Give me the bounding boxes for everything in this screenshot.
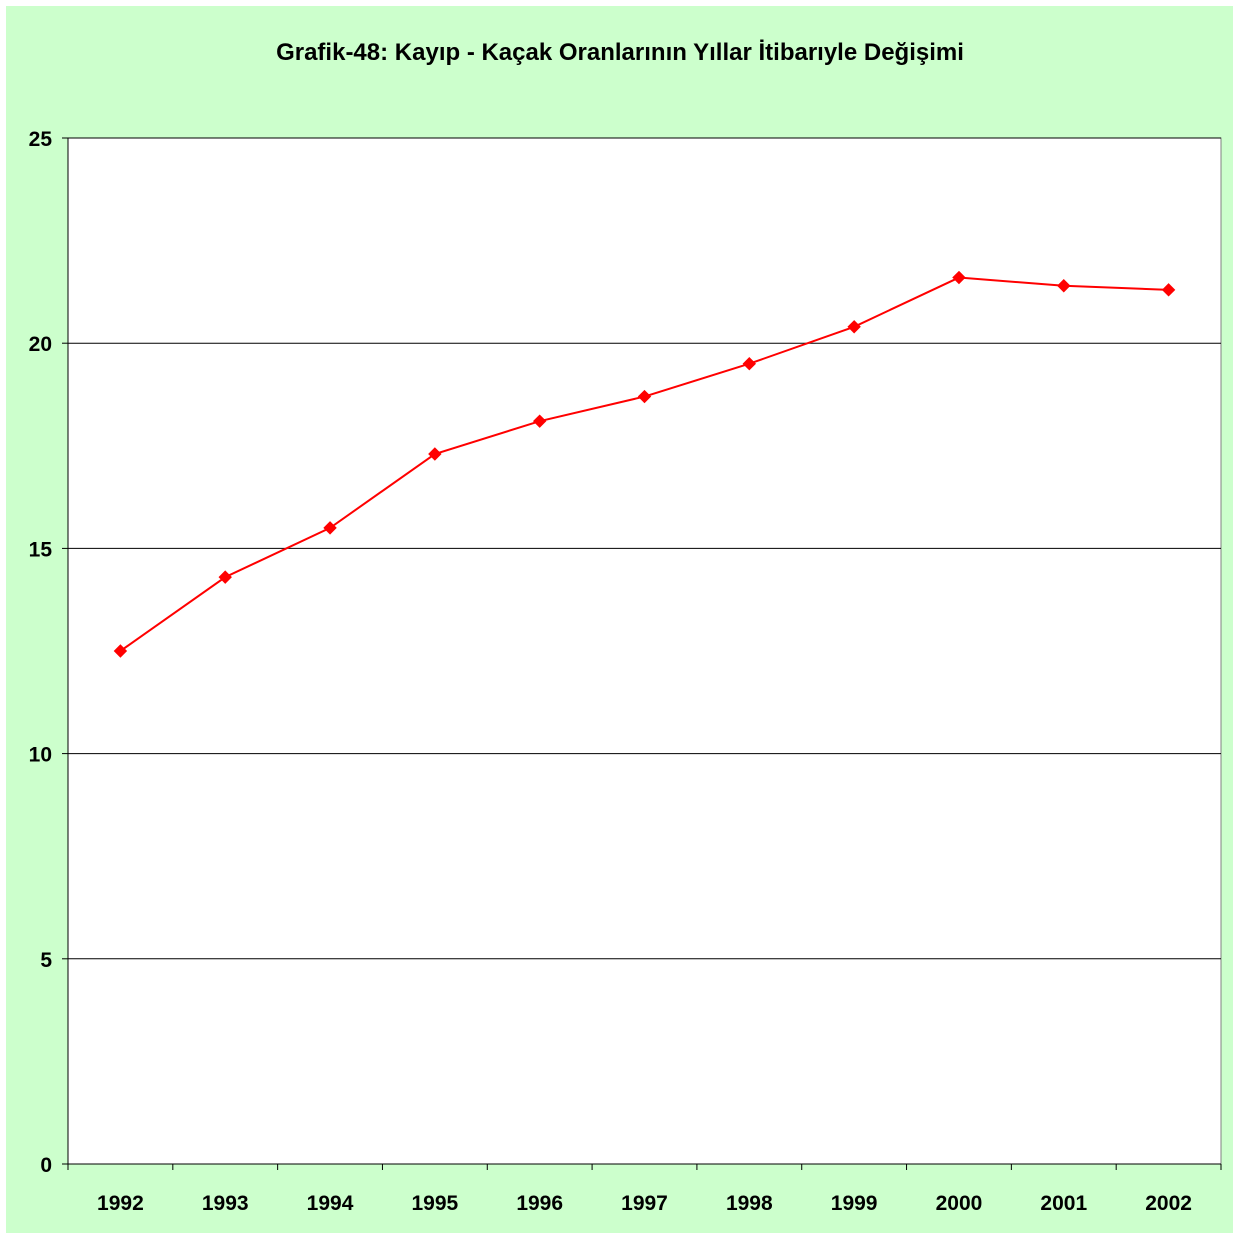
- y-tick-label: 0: [40, 1154, 52, 1177]
- data-point: [637, 389, 652, 404]
- axes: [62, 137, 1222, 1170]
- y-tick-label: 10: [29, 744, 52, 767]
- x-tick-label: 1999: [831, 1192, 878, 1215]
- y-tick-labels: 0 5 10 15 20 25: [29, 128, 53, 1177]
- x-tick-label: 2000: [936, 1192, 983, 1215]
- x-tick-label: 1997: [621, 1192, 668, 1215]
- x-tick-label: 1995: [412, 1192, 459, 1215]
- y-tick-label: 5: [40, 949, 52, 972]
- data-point: [1057, 279, 1071, 293]
- chart-title: Grafik-48: Kayıp - Kaçak Oranlarının Yıl…: [276, 39, 964, 66]
- data-point: [323, 521, 337, 535]
- data-point: [113, 644, 128, 658]
- data-point: [532, 414, 547, 428]
- data-point: [1161, 283, 1176, 297]
- x-tick-label: 2002: [1145, 1192, 1192, 1215]
- y-tick-label: 25: [29, 128, 53, 151]
- y-tick-label: 15: [29, 538, 53, 561]
- data-series: [113, 270, 1176, 658]
- x-tick-label: 1996: [516, 1192, 563, 1215]
- x-tick-label: 2001: [1040, 1192, 1087, 1215]
- x-tick-labels: 1992 1993 1994 1995 1996 1997 1998 1999 2000 2001…: [97, 1192, 1192, 1215]
- y-tick-label: 20: [29, 333, 52, 356]
- data-point: [218, 570, 232, 584]
- data-point: [847, 320, 861, 334]
- x-tick-label: 1993: [202, 1192, 249, 1215]
- x-tick-label: 1998: [726, 1192, 773, 1215]
- x-tick-label: 1992: [97, 1192, 144, 1215]
- data-point: [952, 270, 966, 285]
- data-point: [428, 447, 442, 461]
- grid-lines: [68, 137, 1221, 960]
- x-tick-label: 1994: [307, 1192, 354, 1215]
- data-point: [742, 357, 757, 371]
- plot-area: [67, 137, 1222, 1165]
